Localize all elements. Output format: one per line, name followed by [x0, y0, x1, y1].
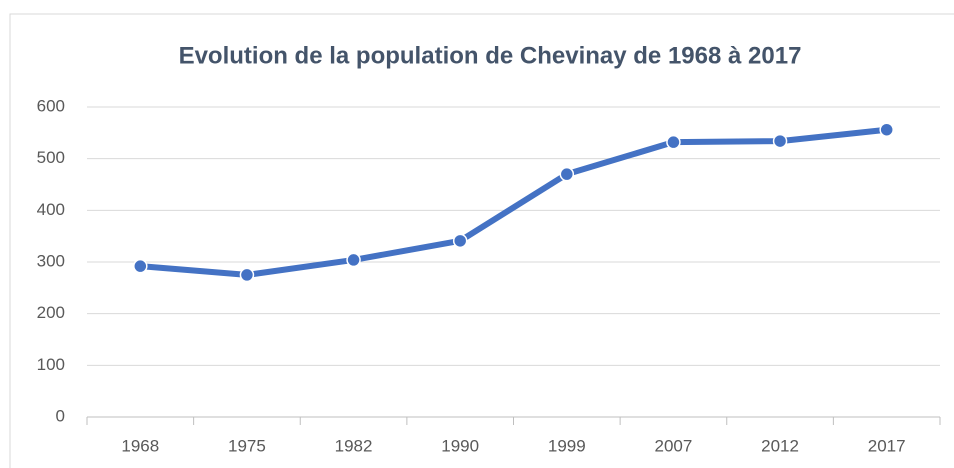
marker	[772, 133, 788, 149]
x-tick-label: 1982	[335, 436, 373, 455]
marker	[879, 122, 894, 137]
marker	[452, 233, 468, 249]
x-tick-label: 2012	[761, 436, 799, 455]
y-tick-label: 400	[37, 200, 65, 219]
marker	[346, 252, 361, 268]
x-tick-label: 2007	[655, 436, 693, 455]
y-tick-label: 600	[37, 96, 65, 115]
y-tick-label: 500	[37, 148, 65, 167]
y-tick-label: 300	[37, 251, 65, 270]
marker	[666, 134, 681, 150]
x-tick-label: 1968	[121, 436, 159, 455]
x-tick-label: 2017	[868, 436, 906, 455]
x-tick-label: 1975	[228, 436, 266, 455]
x-tick-label: 1999	[548, 436, 586, 455]
marker	[559, 166, 575, 182]
marker	[133, 258, 148, 274]
y-tick-label: 0	[56, 406, 65, 425]
line	[137, 126, 890, 278]
y-tick-label: 200	[37, 303, 65, 322]
chart-title: Evolution de la population de Chevinay d…	[179, 42, 802, 69]
y-tick-label: 100	[37, 355, 65, 374]
chart-border	[9, 13, 954, 468]
marker	[239, 267, 255, 283]
x-tick-label: 1990	[441, 436, 479, 455]
